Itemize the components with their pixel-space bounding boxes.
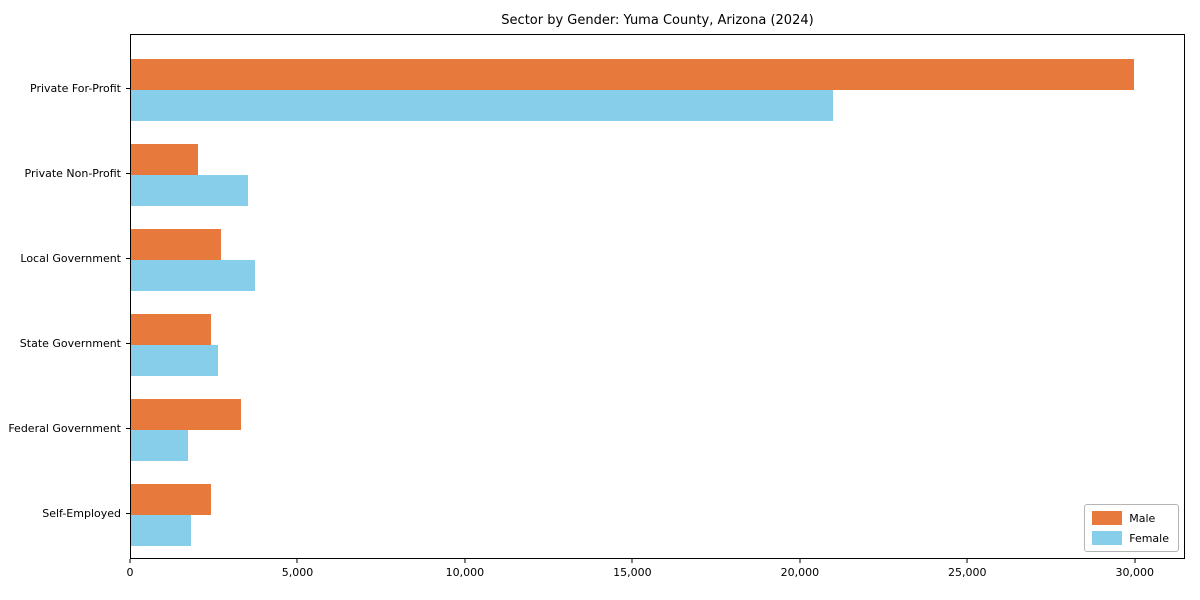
y-label-row: Local Government bbox=[0, 216, 130, 301]
x-tick-mark bbox=[966, 559, 968, 563]
y-tick-mark bbox=[126, 88, 130, 89]
y-tick-label-5: Federal Government bbox=[8, 422, 121, 435]
x-tick-mark bbox=[631, 559, 633, 563]
x-tick-label-4: 15,000 bbox=[613, 566, 652, 579]
y-label-row: Self-Employed bbox=[0, 471, 130, 556]
x-tick-label-7: 30,000 bbox=[1115, 566, 1155, 579]
x-tick-mark bbox=[296, 559, 298, 563]
plot-area: Male Female bbox=[130, 34, 1185, 559]
x-tick-mark bbox=[129, 559, 131, 563]
legend-item-male: Male bbox=[1092, 511, 1169, 525]
legend-item-female: Female bbox=[1092, 531, 1169, 545]
bar-group-5 bbox=[131, 387, 1184, 472]
x-tick-label-1: 0 bbox=[126, 566, 134, 579]
y-tick-mark bbox=[126, 173, 130, 174]
y-label-row: Private Non-Profit bbox=[0, 131, 130, 216]
y-tick-mark bbox=[126, 513, 130, 514]
bar-group-2 bbox=[131, 132, 1184, 217]
bar-female-2 bbox=[131, 174, 248, 206]
y-tick-label-1: Private For-Profit bbox=[30, 82, 121, 95]
y-label-row: State Government bbox=[0, 301, 130, 386]
bar-male-6 bbox=[131, 483, 212, 515]
y-tick-label-2: Private Non-Profit bbox=[24, 167, 121, 180]
y-label-row: Private For-Profit bbox=[0, 46, 130, 131]
bar-female-1 bbox=[131, 89, 833, 121]
y-tick-label-4: State Government bbox=[19, 337, 121, 350]
y-tick-mark bbox=[126, 258, 130, 259]
x-tick-label-5: 20,000 bbox=[780, 566, 820, 579]
bar-male-1 bbox=[131, 58, 1134, 90]
legend-label-male: Male bbox=[1129, 511, 1156, 525]
bar-group-1 bbox=[131, 47, 1184, 132]
x-tick-mark bbox=[799, 559, 801, 563]
legend-swatch-female bbox=[1092, 531, 1123, 545]
x-axis: 0 5,000 10,000 15,000 20,000 25,000 30,000 bbox=[126, 559, 1185, 589]
x-tick-label-6: 25,000 bbox=[948, 566, 987, 579]
y-tick-mark bbox=[126, 428, 130, 429]
legend-label-female: Female bbox=[1129, 531, 1169, 545]
bars-layer bbox=[131, 35, 1184, 558]
legend-swatch-male bbox=[1092, 511, 1123, 525]
bar-group-4 bbox=[131, 302, 1184, 387]
bar-female-5 bbox=[131, 429, 188, 461]
bar-male-5 bbox=[131, 398, 242, 430]
bar-group-6 bbox=[131, 472, 1184, 557]
bar-female-6 bbox=[131, 514, 192, 546]
x-tick-mark bbox=[464, 559, 466, 563]
chart-title: Sector by Gender: Yuma County, Arizona (… bbox=[501, 13, 814, 28]
x-tick-label-2: 5,000 bbox=[281, 566, 314, 579]
y-tick-label-3: Local Government bbox=[20, 252, 121, 265]
x-tick-label-3: 10,000 bbox=[445, 566, 485, 579]
y-label-row: Federal Government bbox=[0, 386, 130, 471]
y-tick-label-6: Self-Employed bbox=[42, 507, 121, 520]
legend: Male Female bbox=[1084, 504, 1179, 552]
bar-group-3 bbox=[131, 217, 1184, 302]
bar-male-4 bbox=[131, 313, 212, 345]
bar-female-4 bbox=[131, 344, 218, 376]
bar-male-3 bbox=[131, 228, 222, 260]
bar-female-3 bbox=[131, 259, 255, 291]
y-axis-labels: Private For-Profit Private Non-Profit Loca… bbox=[0, 34, 130, 559]
y-tick-mark bbox=[126, 343, 130, 344]
bar-male-2 bbox=[131, 143, 198, 175]
x-tick-mark bbox=[1134, 559, 1136, 563]
